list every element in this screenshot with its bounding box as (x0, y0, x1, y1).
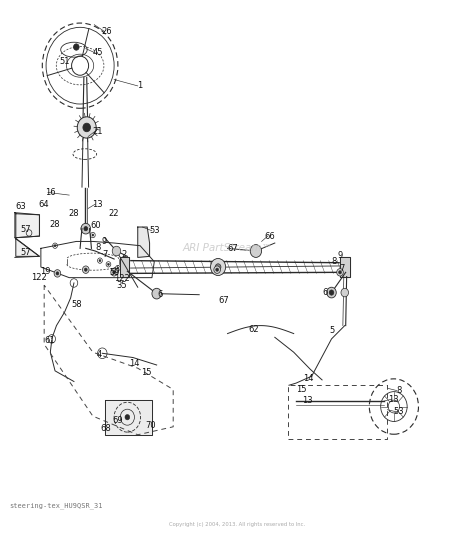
Text: 7: 7 (102, 250, 107, 259)
Text: 5: 5 (329, 326, 334, 335)
Text: 8: 8 (96, 244, 101, 253)
Text: 15: 15 (296, 385, 307, 394)
Text: 8: 8 (396, 386, 401, 395)
Text: steering-tex_HU9QSR_31: steering-tex_HU9QSR_31 (9, 502, 103, 509)
Text: 35: 35 (117, 280, 127, 289)
Text: 6: 6 (158, 290, 163, 299)
Text: 9: 9 (101, 237, 106, 246)
Text: 45: 45 (92, 49, 103, 57)
Circle shape (82, 266, 89, 273)
Text: ARI PartStream™: ARI PartStream™ (182, 244, 273, 253)
Text: 64: 64 (38, 200, 48, 209)
Circle shape (112, 246, 121, 256)
Circle shape (56, 272, 59, 275)
Circle shape (337, 269, 343, 276)
Text: 53: 53 (149, 226, 160, 235)
Circle shape (215, 264, 221, 270)
Text: 15: 15 (141, 368, 152, 377)
Text: 2: 2 (121, 250, 126, 259)
Circle shape (214, 266, 220, 273)
Circle shape (54, 270, 61, 277)
Circle shape (111, 269, 118, 276)
Text: 1: 1 (137, 81, 143, 90)
Text: 70: 70 (146, 421, 156, 430)
Circle shape (99, 260, 101, 262)
Text: 122: 122 (32, 273, 47, 282)
Polygon shape (105, 400, 152, 435)
Text: 59: 59 (110, 268, 120, 277)
Circle shape (117, 267, 119, 269)
Circle shape (113, 271, 116, 274)
Circle shape (152, 288, 161, 299)
Circle shape (82, 227, 84, 230)
Text: 28: 28 (50, 220, 60, 229)
Text: 16: 16 (45, 188, 55, 197)
Text: 7: 7 (339, 264, 345, 273)
Text: 67: 67 (227, 244, 237, 253)
Circle shape (54, 245, 56, 247)
Text: 26: 26 (102, 27, 112, 36)
Text: 63: 63 (15, 202, 26, 211)
Text: 13: 13 (388, 395, 398, 404)
Text: 53: 53 (393, 407, 404, 417)
Text: 9: 9 (337, 251, 343, 260)
Text: 13: 13 (301, 396, 312, 405)
Text: 122: 122 (114, 274, 129, 283)
Circle shape (81, 223, 91, 234)
Circle shape (77, 117, 96, 138)
Circle shape (216, 268, 219, 271)
Text: 67: 67 (219, 296, 229, 305)
Circle shape (250, 245, 262, 257)
Circle shape (84, 268, 87, 271)
Text: 14: 14 (303, 374, 314, 383)
Text: 60: 60 (91, 221, 101, 230)
Circle shape (125, 414, 130, 420)
Circle shape (341, 288, 348, 297)
Circle shape (210, 258, 226, 276)
Text: 58: 58 (71, 300, 82, 309)
Text: 6: 6 (322, 288, 328, 297)
Text: 13: 13 (92, 200, 103, 209)
Text: 51: 51 (59, 58, 70, 66)
Text: 62: 62 (248, 325, 259, 334)
Circle shape (83, 123, 91, 132)
Polygon shape (340, 257, 350, 277)
Text: 22: 22 (108, 209, 118, 218)
Text: 57: 57 (20, 248, 31, 256)
Circle shape (329, 290, 334, 295)
Text: 19: 19 (40, 267, 51, 276)
Polygon shape (120, 257, 129, 277)
Polygon shape (138, 227, 150, 257)
Polygon shape (16, 214, 39, 238)
Text: Copyright (c) 2004, 2013. All rights reserved to Inc.: Copyright (c) 2004, 2013. All rights res… (169, 522, 305, 527)
Circle shape (84, 226, 88, 231)
Text: 57: 57 (20, 225, 31, 234)
Polygon shape (16, 239, 39, 256)
Text: 21: 21 (92, 127, 103, 136)
Circle shape (92, 234, 94, 236)
Text: 68: 68 (100, 425, 111, 434)
Circle shape (73, 44, 79, 50)
Text: 69: 69 (113, 416, 123, 425)
Circle shape (327, 287, 336, 298)
Circle shape (338, 271, 341, 274)
Text: 4: 4 (96, 350, 101, 359)
Text: 66: 66 (264, 232, 275, 241)
Text: 8: 8 (332, 257, 337, 266)
Circle shape (108, 263, 109, 265)
Text: 61: 61 (44, 336, 55, 345)
Text: 14: 14 (129, 359, 139, 368)
Text: 28: 28 (69, 209, 79, 218)
